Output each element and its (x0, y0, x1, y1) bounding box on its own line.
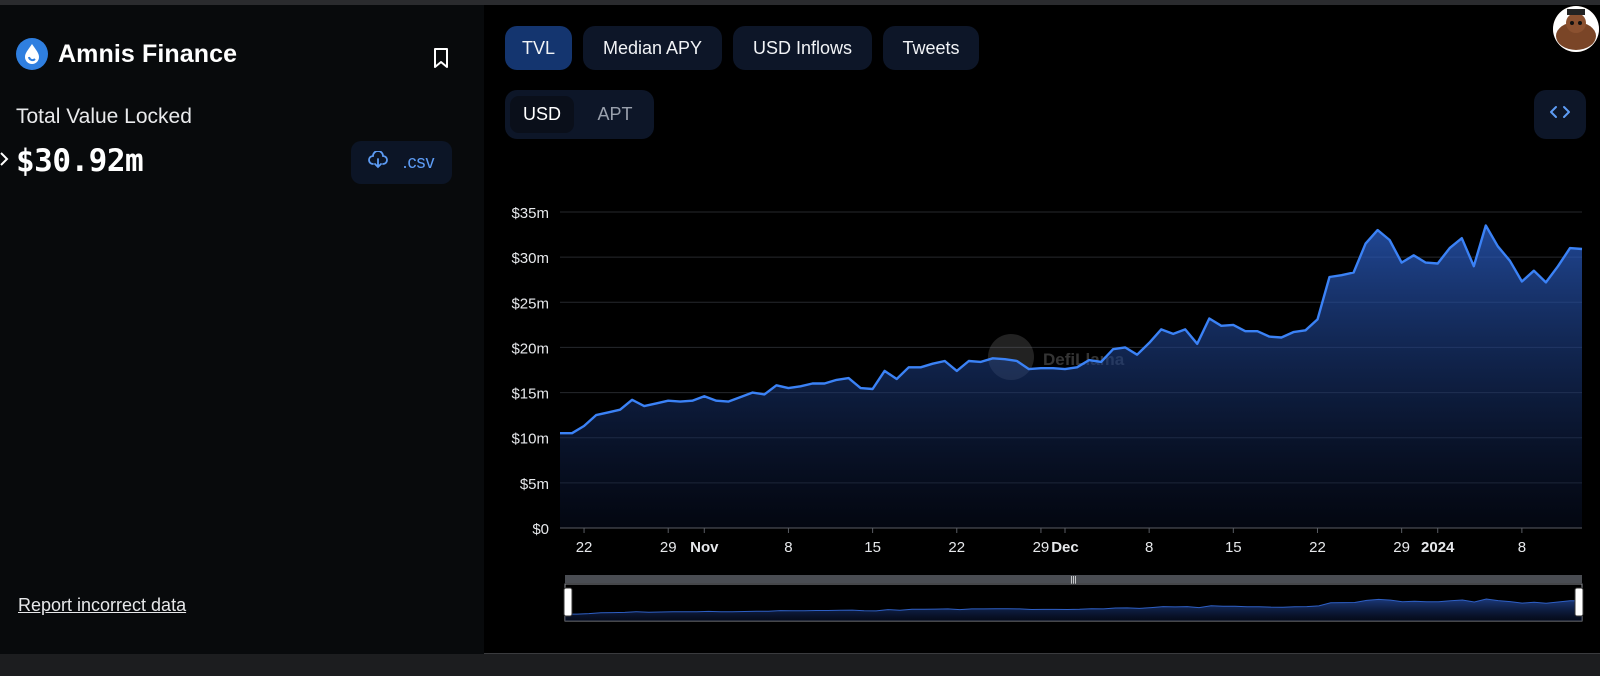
x-tick-label: 15 (864, 539, 881, 556)
y-tick-label: $30m (511, 250, 549, 267)
brush-left-handle[interactable] (563, 587, 573, 617)
protocol-header: Amnis Finance (16, 38, 237, 70)
y-tick-label: $5m (520, 476, 549, 493)
brush-right-handle[interactable] (1574, 587, 1584, 617)
brush-area (565, 599, 1582, 621)
x-tick-label: 8 (1145, 539, 1153, 556)
tvl-label: Total Value Locked (16, 105, 192, 128)
tvl-line (560, 224, 1583, 435)
download-csv-button[interactable]: .csv (351, 141, 452, 184)
embed-code-button[interactable] (1534, 90, 1586, 139)
x-tick-label: Dec (1051, 539, 1079, 556)
y-tick-label: $0 (532, 521, 549, 538)
x-tick-label: 29 (660, 539, 677, 556)
window-bottom-bar (0, 655, 1600, 676)
tvl-value: $30.92m (16, 143, 144, 179)
bookmark-icon[interactable] (432, 47, 450, 69)
y-tick-label: $10m (511, 431, 549, 448)
protocol-info-panel: Amnis Finance Total Value Locked $30.92m… (0, 5, 484, 654)
denomination-usd[interactable]: USD (510, 96, 574, 133)
chevron-right-icon[interactable] (0, 150, 10, 168)
x-tick-label: 29 (1393, 539, 1410, 556)
x-tick-label: 8 (1518, 539, 1526, 556)
brush-grip-icon[interactable]: ||| (1070, 575, 1076, 584)
y-tick-label: $20m (511, 340, 549, 357)
brush-handle-bar[interactable] (565, 575, 1582, 583)
x-tick-label: 2024 (1421, 539, 1455, 556)
tab-tvl[interactable]: TVL (505, 26, 572, 70)
y-tick-label: $35m (511, 205, 549, 222)
y-axis: $0 $5m $10m $15m $20m $25m $30m $35m (511, 205, 549, 538)
protocol-name: Amnis Finance (58, 39, 238, 68)
tab-usd-inflows[interactable]: USD Inflows (733, 26, 872, 70)
tab-median-apy[interactable]: Median APY (583, 26, 722, 70)
x-tick-label: 22 (948, 539, 965, 556)
x-tick-label: 22 (576, 539, 593, 556)
user-avatar[interactable] (1553, 6, 1599, 52)
x-axis: 22 29 Nov 8 15 22 29 Dec 8 15 22 29 2024 8 (560, 527, 1582, 556)
x-tick-label: 22 (1309, 539, 1326, 556)
amnis-drop-logo-icon (16, 38, 48, 70)
cloud-download-icon (368, 150, 389, 174)
window-top-edge (0, 0, 1600, 5)
x-tick-label: 29 (1033, 539, 1050, 556)
denomination-toggle: USD APT (505, 90, 654, 139)
y-tick-label: $25m (511, 295, 549, 312)
x-tick-label: 15 (1225, 539, 1242, 556)
report-incorrect-data-link[interactable]: Report incorrect data (18, 595, 187, 615)
range-brush[interactable]: ||| (563, 575, 1584, 622)
y-tick-label: $15m (511, 386, 549, 403)
code-brackets-icon (1549, 104, 1571, 125)
x-tick-label: 8 (784, 539, 792, 556)
tvl-area (560, 224, 1583, 528)
x-tick-label: Nov (690, 539, 719, 556)
tab-tweets[interactable]: Tweets (883, 26, 979, 70)
brush-line (565, 598, 1582, 615)
denomination-apt[interactable]: APT (597, 104, 633, 124)
csv-label: .csv (402, 152, 435, 172)
tvl-area-fill (560, 225, 1582, 528)
